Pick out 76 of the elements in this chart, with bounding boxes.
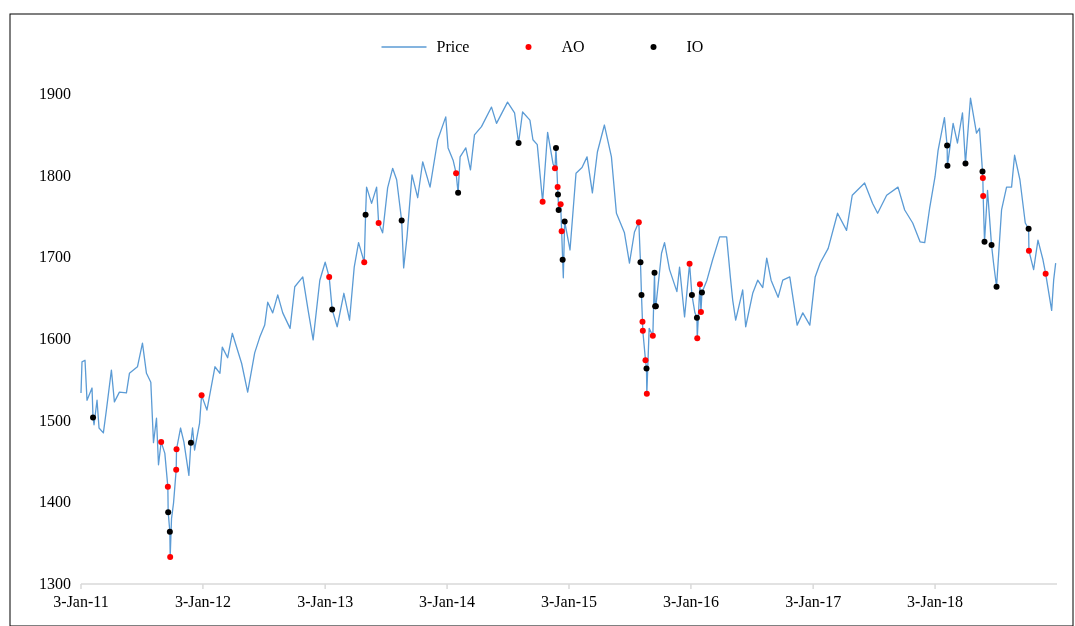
point bbox=[651, 269, 658, 276]
x-tick-label: 3-Jan-18 bbox=[907, 593, 964, 610]
y-tick-label: 1600 bbox=[39, 330, 71, 347]
point bbox=[993, 283, 1000, 290]
y-tick-label: 1500 bbox=[39, 411, 71, 429]
x-tick-label: 3-Jan-12 bbox=[174, 593, 231, 610]
point bbox=[694, 335, 701, 342]
point bbox=[686, 260, 693, 267]
point bbox=[555, 206, 562, 213]
point bbox=[988, 242, 995, 249]
x-tick-label: 3-Jan-17 bbox=[785, 593, 842, 610]
point bbox=[554, 184, 561, 191]
point bbox=[187, 439, 194, 446]
point bbox=[198, 392, 205, 399]
point bbox=[693, 314, 700, 321]
point bbox=[643, 390, 650, 397]
point bbox=[361, 259, 368, 266]
point bbox=[696, 281, 703, 288]
x-tick-label: 3-Jan-14 bbox=[419, 593, 476, 610]
point bbox=[979, 168, 986, 175]
x-tick-label: 3-Jan-15 bbox=[541, 593, 597, 610]
point bbox=[173, 466, 180, 473]
legend-label: IO bbox=[686, 38, 704, 55]
point bbox=[557, 201, 564, 208]
point bbox=[559, 256, 566, 263]
point bbox=[515, 140, 522, 146]
point bbox=[1025, 225, 1032, 232]
point bbox=[649, 332, 656, 339]
point bbox=[554, 191, 561, 198]
point bbox=[166, 528, 173, 535]
y-tick-label: 1900 bbox=[39, 85, 71, 102]
x-tick-label: 3-Jan-16 bbox=[662, 593, 719, 610]
point bbox=[453, 170, 460, 177]
point bbox=[558, 228, 565, 235]
y-tick-label: 1400 bbox=[39, 493, 71, 511]
point bbox=[697, 309, 704, 316]
point bbox=[375, 220, 382, 227]
point bbox=[561, 218, 568, 225]
point bbox=[979, 175, 986, 182]
point bbox=[551, 165, 558, 172]
point bbox=[698, 289, 705, 296]
point bbox=[642, 357, 649, 364]
point bbox=[1025, 247, 1032, 254]
point bbox=[639, 318, 646, 325]
legend-label: Price bbox=[436, 38, 470, 55]
point bbox=[539, 198, 546, 205]
point bbox=[944, 162, 951, 169]
point bbox=[552, 144, 559, 151]
x-tick-label: 3-Jan-13 bbox=[297, 593, 354, 610]
y-tick-label: 1700 bbox=[39, 248, 71, 266]
point bbox=[455, 189, 462, 196]
point bbox=[688, 291, 695, 298]
point bbox=[90, 414, 97, 421]
point bbox=[165, 509, 172, 516]
point bbox=[980, 193, 987, 200]
point bbox=[981, 238, 988, 245]
point bbox=[962, 160, 969, 167]
y-tick-label: 1800 bbox=[39, 166, 71, 184]
x-tick-label: 3-Jan-11 bbox=[53, 593, 109, 610]
point bbox=[158, 438, 165, 445]
point bbox=[1042, 270, 1049, 277]
point bbox=[643, 365, 650, 372]
point bbox=[326, 273, 333, 280]
point bbox=[167, 554, 174, 561]
point bbox=[635, 219, 642, 226]
point bbox=[329, 306, 336, 313]
point bbox=[164, 483, 171, 490]
point bbox=[398, 217, 405, 224]
legend-label: AO bbox=[561, 38, 585, 55]
point bbox=[944, 142, 951, 149]
point bbox=[639, 327, 646, 334]
y-tick-label: 1300 bbox=[39, 575, 71, 592]
point bbox=[362, 211, 369, 218]
point bbox=[173, 446, 180, 453]
point bbox=[638, 291, 645, 298]
point bbox=[637, 259, 644, 266]
